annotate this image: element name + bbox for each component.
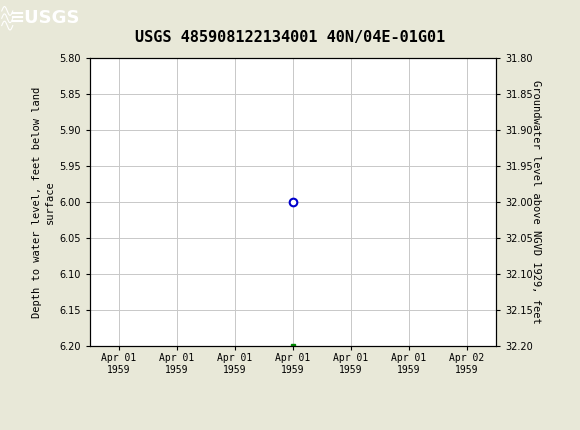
Y-axis label: Depth to water level, feet below land
surface: Depth to water level, feet below land su… [32,86,55,318]
Text: ≡USGS: ≡USGS [9,9,79,27]
Text: USGS 485908122134001 40N/04E-01G01: USGS 485908122134001 40N/04E-01G01 [135,30,445,45]
Y-axis label: Groundwater level above NGVD 1929, feet: Groundwater level above NGVD 1929, feet [531,80,541,324]
